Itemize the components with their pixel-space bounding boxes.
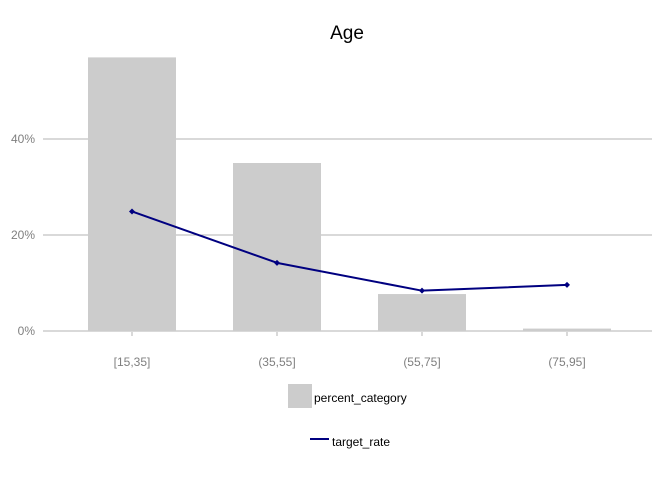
x-tick-label-35-55: (35,55]	[258, 355, 295, 369]
target-rate-point-55-75	[419, 287, 425, 294]
legend-label-percent-category: percent_category	[314, 391, 407, 405]
line-series	[129, 208, 570, 294]
bar-15-35	[88, 57, 176, 332]
target-rate-point-15-35	[129, 208, 135, 215]
legend-key-percent-category	[288, 384, 312, 408]
x-tick-label-75-95: (75,95]	[548, 355, 585, 369]
x-tick-label-15-35: [15,35]	[114, 355, 151, 369]
x-axis-tick-labels: [15,35] (35,55] (55,75] (75,95]	[114, 332, 586, 369]
target-rate-point-75-95	[564, 281, 570, 288]
legend: percent_category target_rate	[288, 384, 407, 449]
y-tick-label-0: 0%	[18, 324, 36, 338]
y-axis-tick-labels: 0% 20% 40%	[11, 132, 35, 338]
x-tick-label-55-75: (55,75]	[403, 355, 440, 369]
bar-55-75	[378, 294, 466, 331]
target-rate-line	[131, 210, 568, 292]
bar-series	[88, 57, 611, 332]
bar-35-55	[233, 163, 321, 331]
bar-75-95	[523, 328, 611, 331]
y-tick-label-40: 40%	[11, 132, 35, 146]
legend-label-target-rate: target_rate	[332, 435, 390, 449]
chart-title: Age	[330, 23, 364, 44]
y-tick-label-20: 20%	[11, 228, 35, 242]
target-rate-point-35-55	[274, 259, 280, 266]
